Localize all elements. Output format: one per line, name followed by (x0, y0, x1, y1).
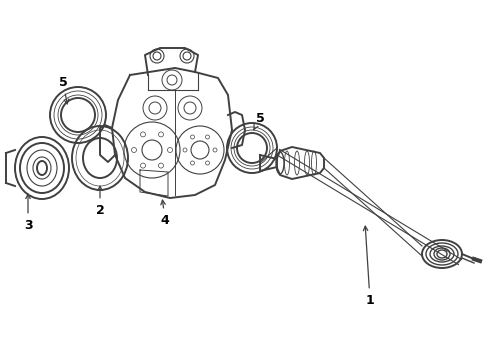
Text: 2: 2 (96, 186, 104, 216)
Text: 1: 1 (363, 226, 374, 306)
Text: 3: 3 (24, 194, 32, 231)
Text: 5: 5 (59, 76, 69, 104)
Text: 4: 4 (161, 200, 170, 226)
Text: 5: 5 (254, 112, 265, 130)
